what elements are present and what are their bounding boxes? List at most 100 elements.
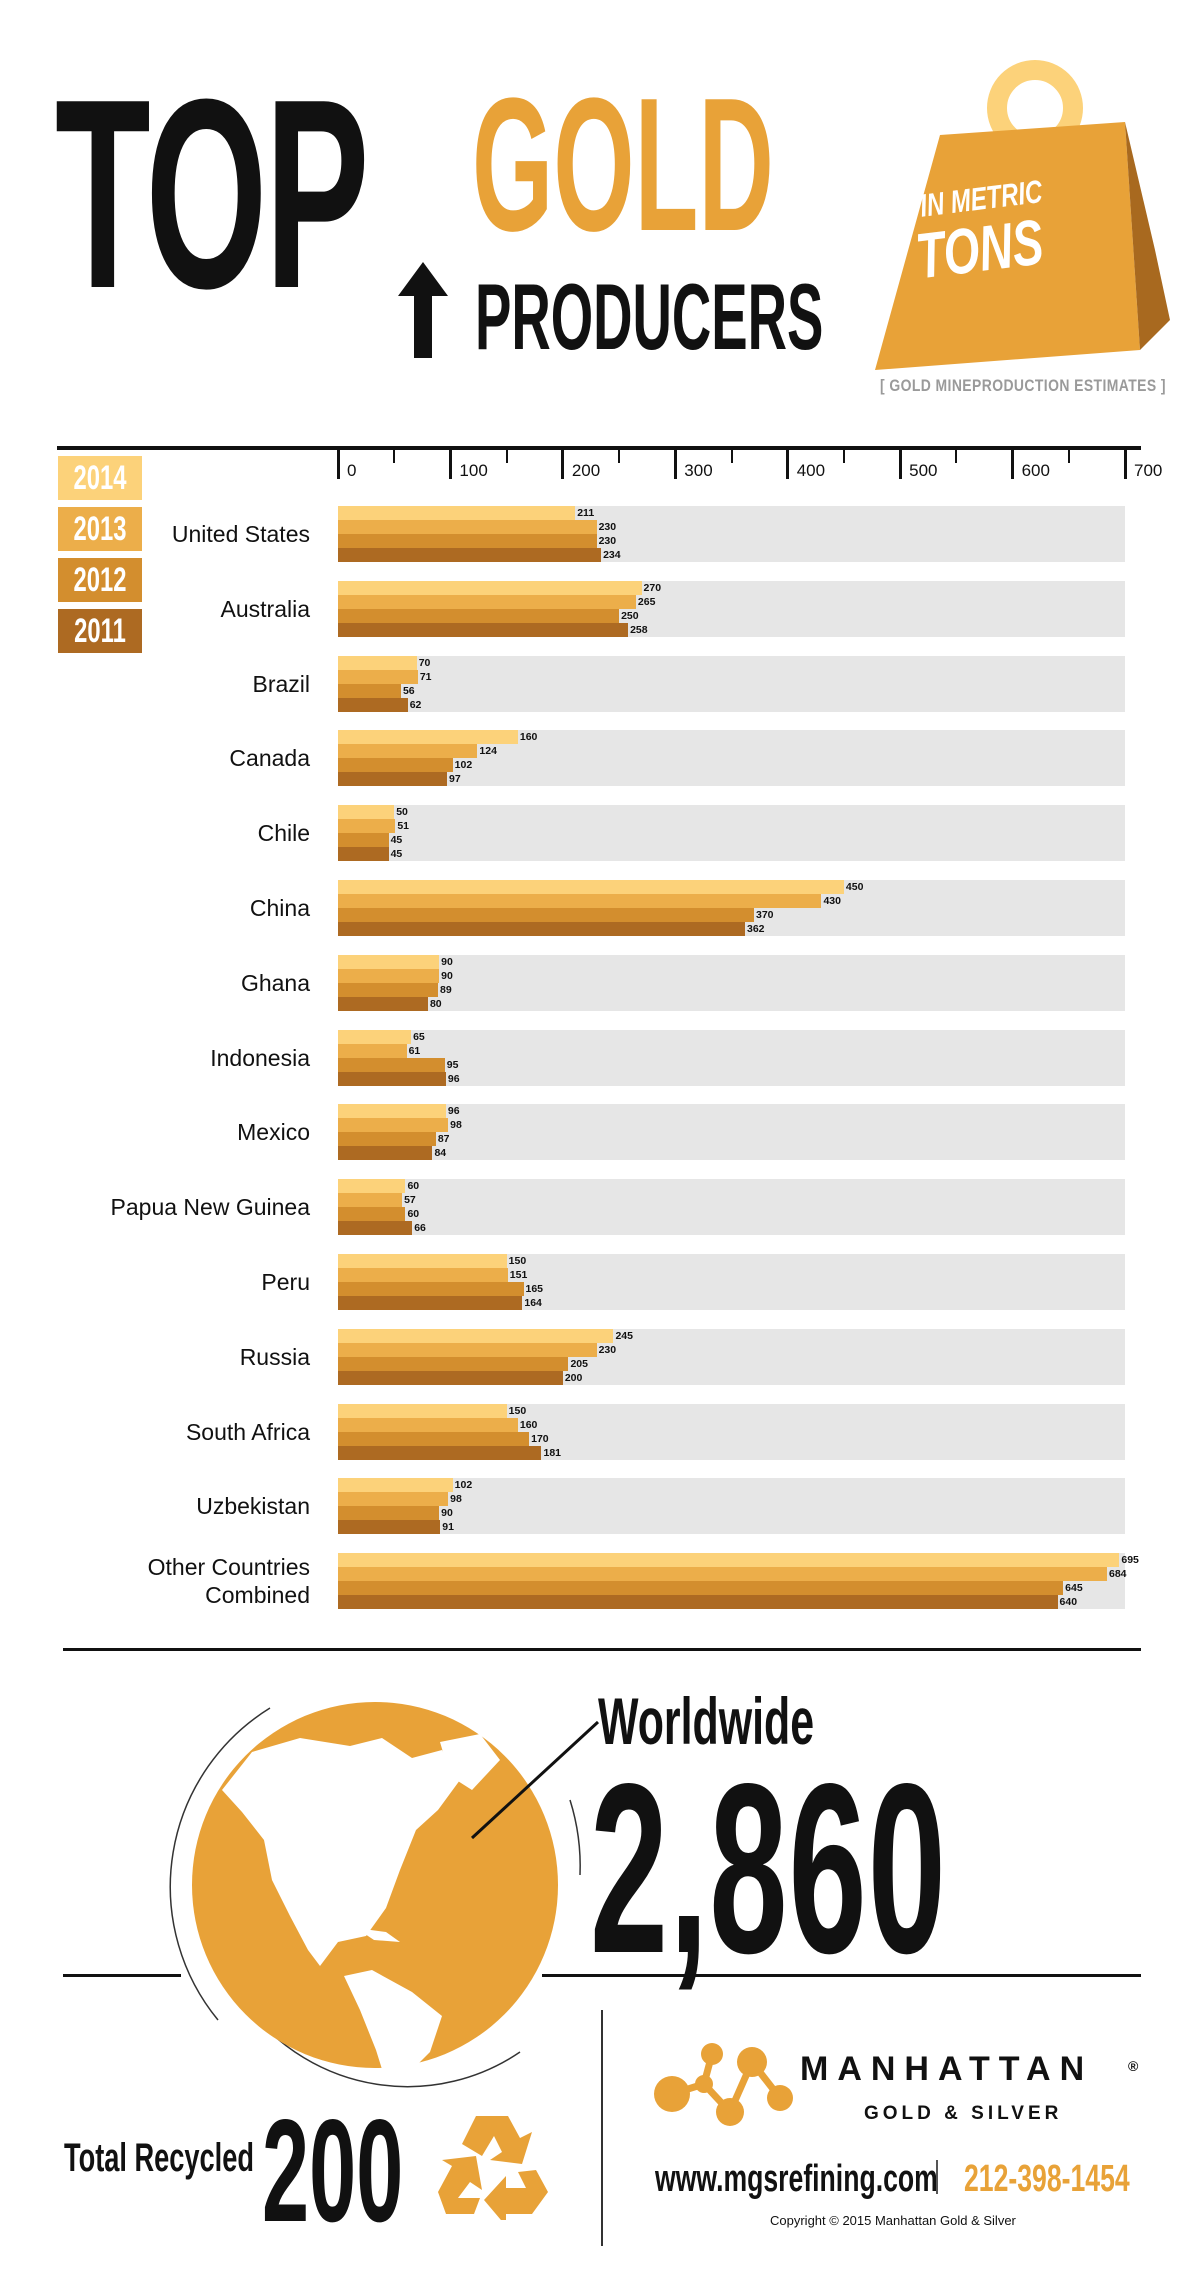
bar-2013 (338, 894, 822, 908)
category-label: Chile (257, 820, 310, 847)
bar-2013 (338, 1342, 597, 1357)
bar-2011 (338, 622, 629, 637)
data-label: 90 (441, 1507, 453, 1520)
axis-tick-label: 700 (1134, 461, 1163, 480)
bar-2014 (338, 1104, 446, 1119)
globe-icon (160, 1680, 590, 2090)
bar-2011 (338, 996, 428, 1011)
bar-2011 (338, 1221, 413, 1236)
axis-tick-label: 300 (684, 461, 713, 480)
website-link[interactable]: www.mgsrefining.com (655, 2158, 938, 2200)
bar-2013 (338, 1417, 518, 1432)
data-label: 96 (447, 1072, 460, 1085)
data-label: 695 (1121, 1554, 1139, 1567)
bar-2014 (338, 1553, 1120, 1568)
axis-tick-label: 0 (347, 461, 357, 480)
category-label: Papua New Guinea (110, 1194, 310, 1221)
bar-track (338, 805, 1125, 862)
category-label: Brazil (252, 670, 310, 697)
bar-track (338, 1104, 1125, 1161)
brand-subtitle: GOLD & SILVER (864, 2103, 1063, 2124)
bar-2013 (338, 1118, 449, 1133)
category-label: Canada (229, 745, 310, 772)
data-label: 370 (755, 909, 774, 921)
bar-2011 (338, 1146, 433, 1161)
data-label: 150 (508, 1404, 527, 1417)
axis-tick-label: 400 (796, 461, 826, 480)
data-label: 60 (407, 1208, 420, 1221)
category-label: South Africa (185, 1418, 310, 1445)
axis-minor-tick (1067, 449, 1070, 463)
legend-2012: 2012 (58, 558, 142, 602)
axis-tick-label: 100 (459, 461, 488, 480)
data-label: 96 (447, 1105, 460, 1118)
data-label: 62 (409, 698, 422, 711)
data-label: 98 (450, 1493, 462, 1506)
title-top: TOP (55, 44, 369, 345)
data-label: 90 (441, 969, 453, 982)
bar-2014 (338, 1254, 507, 1268)
divider-right (542, 1974, 1141, 1977)
data-label: 200 (564, 1371, 583, 1384)
bar-2011 (338, 1520, 441, 1535)
bar-2012 (338, 1581, 1064, 1596)
data-label: 45 (390, 848, 403, 861)
data-label: 164 (524, 1297, 542, 1309)
bar-2011 (338, 772, 448, 787)
data-label: 170 (531, 1432, 549, 1445)
data-label: 211 (577, 507, 595, 519)
bar-2012 (338, 1506, 440, 1521)
bar-2012 (338, 1057, 445, 1072)
data-label: 71 (419, 670, 432, 683)
recycled-label: Total Recycled (64, 2136, 254, 2180)
data-label: 645 (1065, 1582, 1083, 1595)
axis-tick (1123, 449, 1127, 479)
bar-2012 (338, 833, 389, 848)
axis-tick (448, 449, 452, 479)
axis-minor-tick (842, 449, 845, 463)
data-label: 66 (414, 1222, 426, 1235)
bar-2011 (338, 922, 745, 936)
data-label: 89 (440, 983, 452, 996)
divider-left (63, 1974, 181, 1977)
data-label: 230 (598, 535, 617, 547)
legend-2014: 2014 (58, 456, 142, 500)
data-label: 181 (543, 1446, 562, 1459)
data-label: 160 (519, 1418, 538, 1431)
data-label: 165 (525, 1283, 544, 1295)
data-label: 234 (603, 549, 621, 561)
data-label: 205 (570, 1357, 588, 1370)
bar-2012 (338, 982, 439, 997)
axis-tick-label: 500 (909, 461, 938, 480)
bar-2013 (338, 1268, 508, 1282)
data-label: 265 (637, 595, 656, 608)
data-label: 87 (437, 1133, 450, 1146)
copyright: Copyright © 2015 Manhattan Gold & Silver (770, 2213, 1016, 2228)
data-label: 684 (1109, 1568, 1127, 1581)
data-label: 80 (429, 997, 442, 1010)
weight-icon (870, 60, 1170, 370)
worldwide-label: Worldwide (598, 1684, 815, 1758)
title-gold: GOLD (472, 59, 774, 271)
category-label: Russia (239, 1343, 310, 1370)
bar-2013 (338, 968, 440, 983)
category-label: United States (171, 521, 310, 547)
axis-tick (336, 449, 340, 479)
data-label: 102 (454, 759, 473, 772)
bar-track (338, 1179, 1125, 1236)
bar-2012 (338, 1356, 569, 1371)
bar-2014 (338, 1179, 406, 1194)
category-label: Other Countries Combined (147, 1554, 310, 1609)
bar-2012 (338, 1282, 524, 1296)
phone-number[interactable]: 212-398-1454 (964, 2158, 1130, 2200)
bar-track (338, 954, 1125, 1011)
chart-top-rule (57, 446, 1141, 450)
axis-tick (561, 449, 565, 479)
recycle-icon (436, 2108, 554, 2226)
data-label: 450 (845, 881, 864, 893)
legend-2013: 2013 (58, 507, 142, 551)
bar-2012 (338, 608, 620, 623)
brand-registered-mark: ® (1128, 2058, 1139, 2074)
title-producers: PRODUCERS (475, 264, 824, 369)
recycled-value: 200 (262, 2089, 404, 2252)
